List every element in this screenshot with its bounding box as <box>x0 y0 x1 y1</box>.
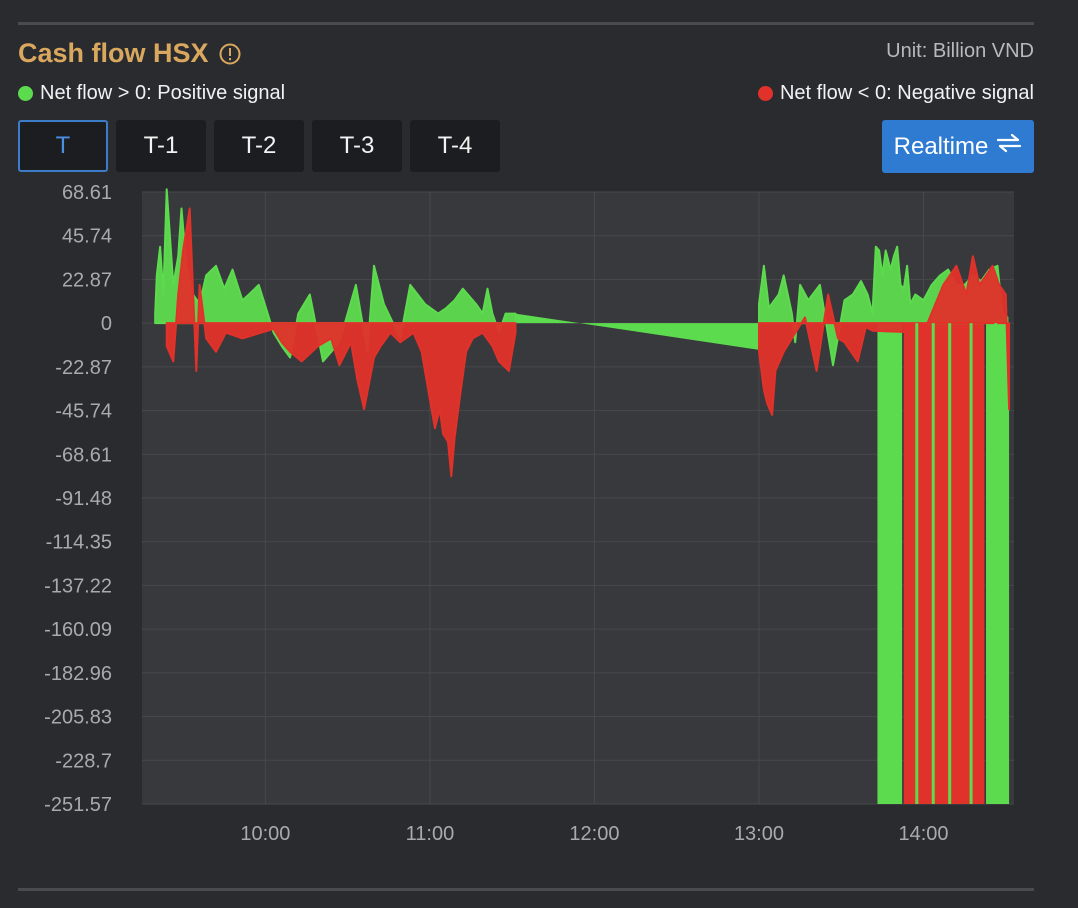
x-tick-label: 12:00 <box>569 823 619 845</box>
y-tick-label: -137.22 <box>44 575 112 597</box>
y-tick-label: -160.09 <box>44 619 112 641</box>
page-title: Cash flow HSX <box>18 38 241 69</box>
positive-band <box>986 323 1010 804</box>
info-icon[interactable] <box>219 43 241 65</box>
cash-flow-chart: 68.61 45.74 22.87 0 -22.87 -45.74 -68.61 -91.48… <box>0 180 1078 860</box>
y-tick-label: 0 <box>101 313 112 335</box>
positive-series-area <box>154 188 517 363</box>
y-tick-label: -45.74 <box>55 401 112 423</box>
positive-spike <box>969 323 973 804</box>
y-tick-label: -251.57 <box>44 794 112 816</box>
unit-label: Unit: Billion VND <box>886 40 1034 62</box>
widget-header: Cash flow HSX Unit: Billion VND <box>18 36 1034 72</box>
y-tick-label: 45.74 <box>62 226 112 248</box>
positive-spike <box>948 323 952 804</box>
y-tick-label: -114.35 <box>46 532 112 554</box>
legend-negative: Net flow < 0: Negative signal <box>757 82 1034 105</box>
legend-negative-label: Net flow < 0: Negative signal <box>779 82 1034 104</box>
y-tick-label: -228.7 <box>55 750 112 772</box>
realtime-button[interactable]: Realtime <box>882 120 1034 173</box>
bottom-divider <box>18 888 1034 891</box>
period-tabs: T T-1 T-2 T-3 T-4 <box>18 120 500 172</box>
positive-dot-icon <box>18 86 33 101</box>
negative-series-area <box>165 207 517 478</box>
positive-spike <box>915 323 919 804</box>
x-tick-label: 10:00 <box>240 823 290 845</box>
y-tick-label: -22.87 <box>55 357 112 379</box>
negative-dot-icon <box>757 86 773 101</box>
y-tick-label: -91.48 <box>55 488 112 510</box>
tab-t-1[interactable]: T-1 <box>116 120 206 172</box>
x-tick-label: 13:00 <box>734 823 784 845</box>
x-tick-label: 14:00 <box>898 823 948 845</box>
legend: Net flow > 0: Positive signal Net flow <… <box>18 82 1034 110</box>
title-text: Cash flow HSX <box>18 38 209 68</box>
positive-band <box>877 323 903 804</box>
y-tick-label: 22.87 <box>62 269 112 291</box>
y-tick-label: -68.61 <box>55 444 112 466</box>
y-tick-label: 68.61 <box>62 182 112 204</box>
tab-t[interactable]: T <box>18 120 108 172</box>
tab-t-2[interactable]: T-2 <box>214 120 304 172</box>
realtime-label: Realtime <box>893 132 989 160</box>
x-tick-label: 11:00 <box>406 823 455 845</box>
y-tick-label: -182.96 <box>44 663 112 685</box>
lunch-break-flow <box>515 313 759 350</box>
top-divider <box>18 22 1034 25</box>
y-tick-label: -205.83 <box>44 707 112 729</box>
chart-svg: 68.61 45.74 22.87 0 -22.87 -45.74 -68.61 -91.48… <box>44 182 1014 845</box>
tab-t-4[interactable]: T-4 <box>410 120 500 172</box>
tab-t-3[interactable]: T-3 <box>312 120 402 172</box>
legend-positive-label: Net flow > 0: Positive signal <box>40 82 286 104</box>
positive-spike <box>994 323 998 804</box>
positive-spike <box>931 323 935 804</box>
legend-positive: Net flow > 0: Positive signal <box>18 82 285 105</box>
negative-series-area <box>757 255 1011 416</box>
swap-arrows-icon <box>996 132 1022 161</box>
